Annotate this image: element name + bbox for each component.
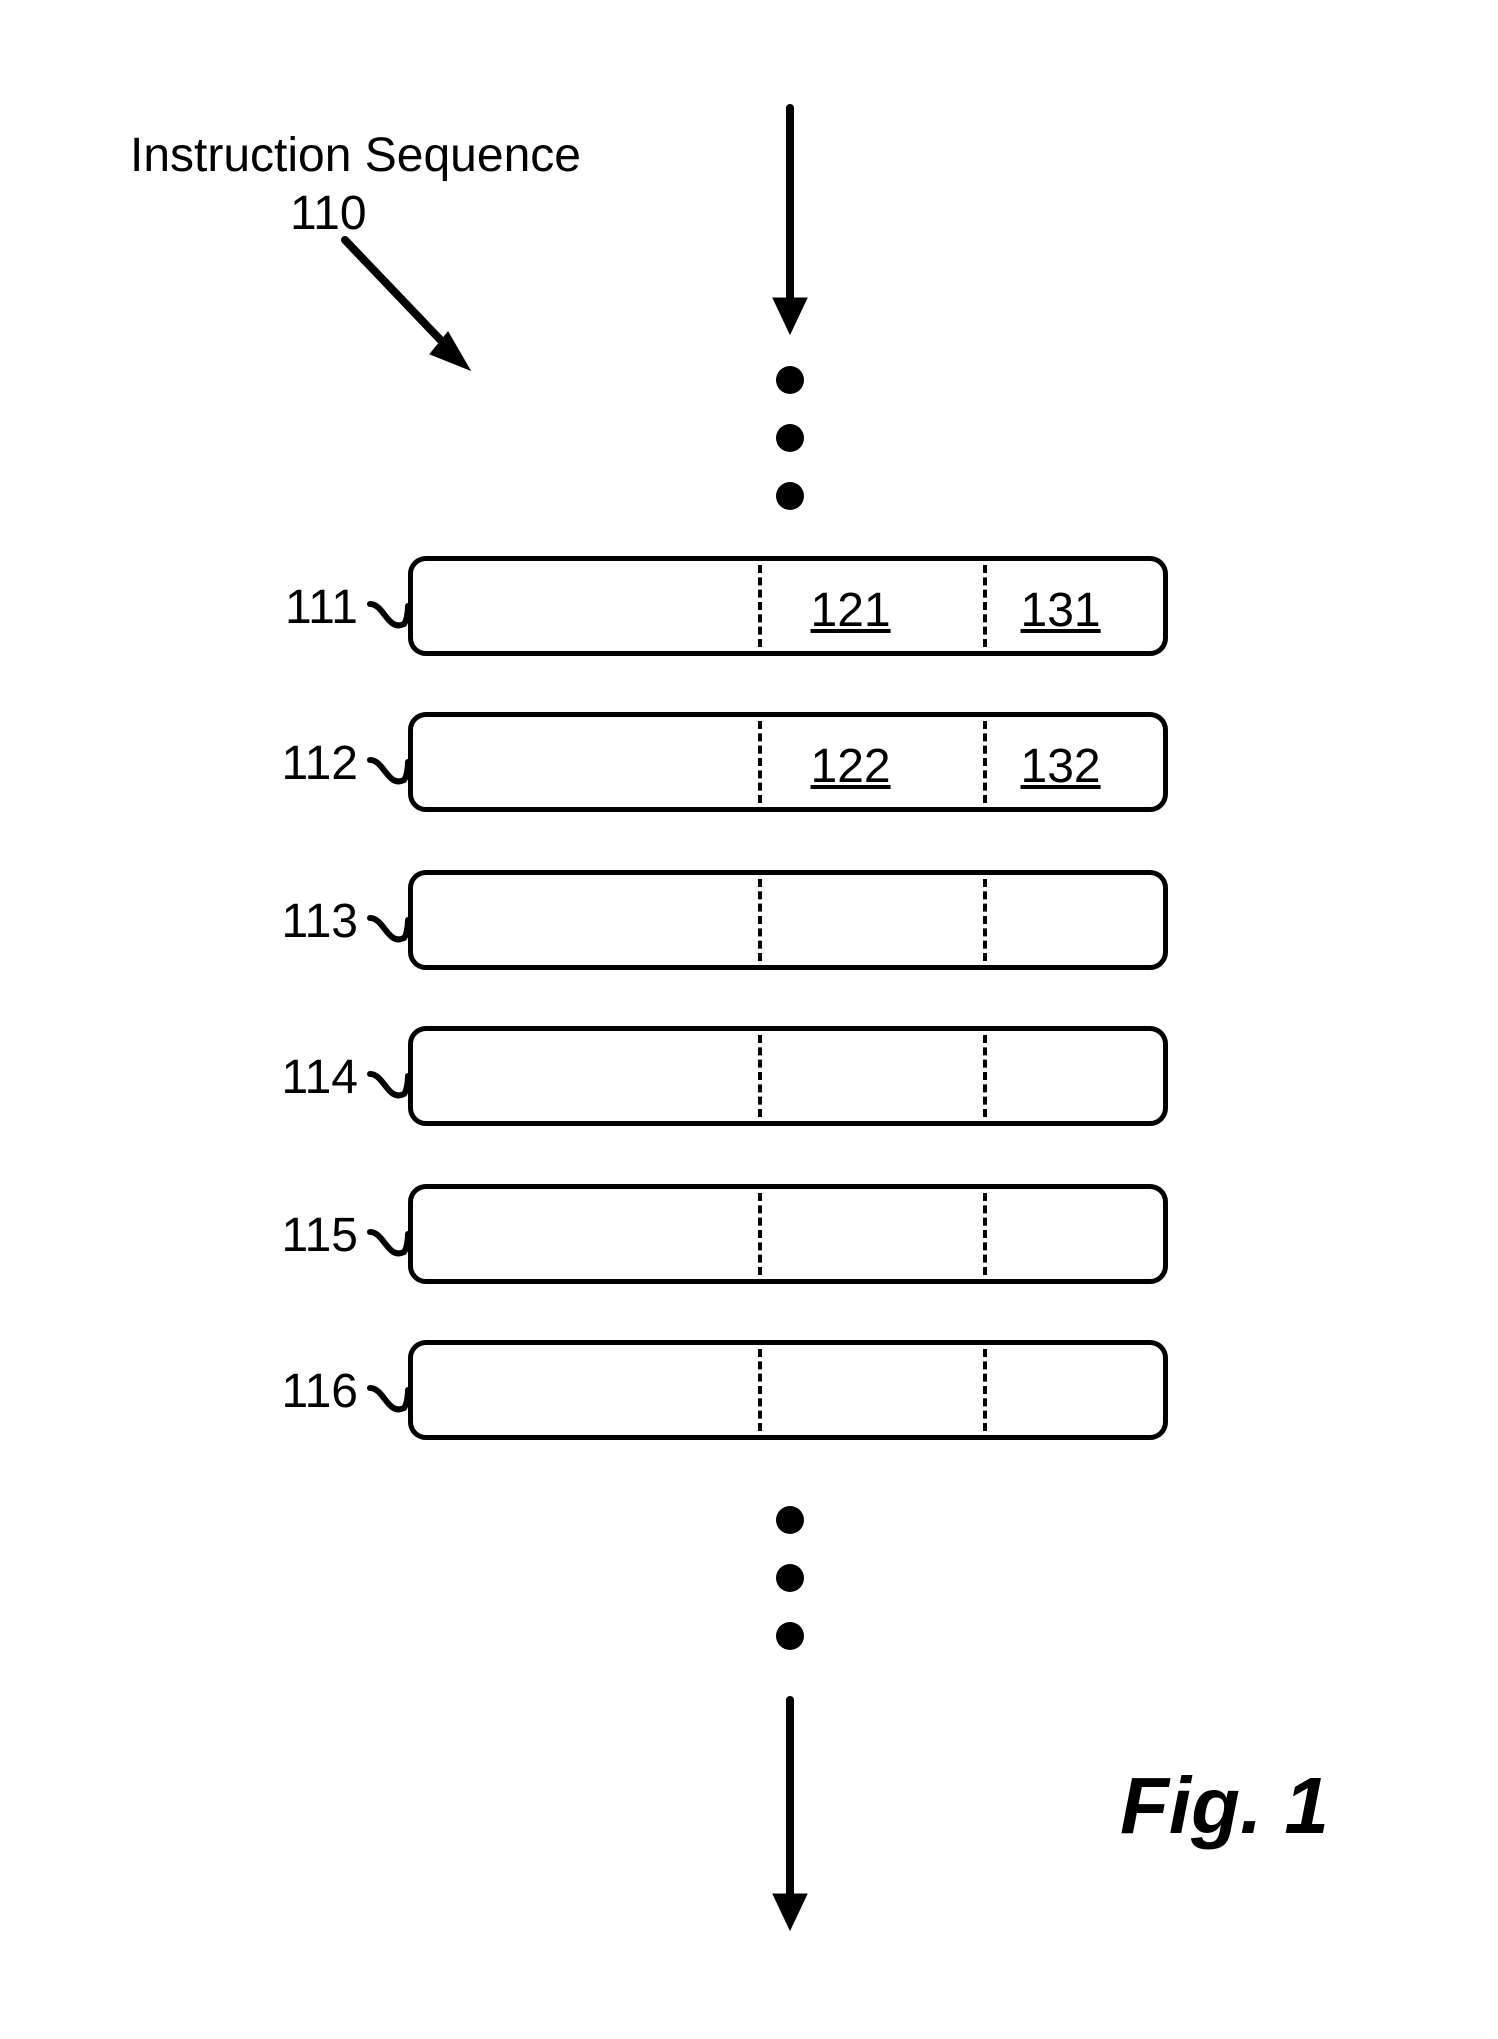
figure-label: Fig. 1 — [1120, 1760, 1329, 1852]
flow-arrow-bottom — [0, 0, 1498, 2039]
figure-canvas: Instruction Sequence 110 111 121 131 112 — [0, 0, 1498, 2039]
